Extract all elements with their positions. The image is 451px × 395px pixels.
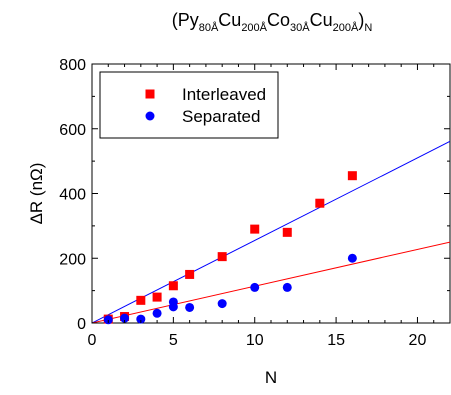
- legend-label-separated: Separated: [182, 107, 260, 126]
- point-interleaved-10: [347, 171, 357, 181]
- title-segment-0: (Py: [172, 10, 199, 30]
- point-separated-9: [282, 282, 292, 292]
- x-tick-label-20: 20: [409, 332, 427, 349]
- legend-label-interleaved: Interleaved: [182, 85, 266, 104]
- point-separated-3: [152, 308, 162, 318]
- point-interleaved-2: [136, 295, 146, 305]
- title-segment-9: N: [364, 22, 372, 34]
- y-tick-label-400: 400: [59, 187, 86, 204]
- fit-line-interleaved: [92, 140, 450, 323]
- y-axis-label: ΔR (nΩ): [27, 163, 46, 225]
- legend: Interleaved Separated: [99, 71, 279, 139]
- title-segment-7: 200Å: [333, 21, 359, 34]
- title-segment-8: ): [358, 10, 364, 30]
- point-interleaved-4: [168, 281, 178, 291]
- title-segment-5: 30Å: [290, 21, 310, 34]
- x-tick-label-5: 5: [169, 332, 178, 349]
- title-segment-4: Co: [267, 10, 290, 30]
- point-interleaved-9: [315, 198, 325, 208]
- chart-title: (Py80ÅCu200ÅCo30ÅCu200Å)N: [172, 10, 373, 34]
- title-segment-2: Cu: [218, 10, 241, 30]
- x-tick-label-15: 15: [327, 332, 345, 349]
- y-axis: 0 200 400 600 800: [59, 57, 450, 333]
- fit-line-separated: [92, 241, 450, 323]
- point-interleaved-7: [250, 224, 260, 234]
- y-tick-label-200: 200: [59, 251, 86, 268]
- fit-lines: [92, 140, 450, 323]
- legend-marker-separated: [145, 111, 155, 121]
- point-separated-5: [168, 297, 178, 307]
- y-tick-label-800: 800: [59, 57, 86, 74]
- point-interleaved-8: [282, 227, 292, 237]
- point-separated-0: [103, 315, 113, 325]
- point-separated-10: [347, 253, 357, 263]
- x-axis-label: N: [265, 368, 277, 387]
- point-separated-8: [250, 282, 260, 292]
- point-separated-2: [136, 314, 146, 324]
- title-segment-1: 80Å: [199, 21, 219, 34]
- data-markers: [103, 171, 357, 325]
- point-interleaved-6: [217, 252, 227, 262]
- x-tick-label-10: 10: [246, 332, 264, 349]
- title-segment-3: 200Å: [241, 21, 267, 34]
- point-interleaved-5: [185, 269, 195, 279]
- legend-box: [99, 71, 279, 139]
- x-tick-label-0: 0: [88, 332, 97, 349]
- y-tick-label-0: 0: [77, 316, 86, 333]
- point-interleaved-3: [152, 292, 162, 302]
- x-axis: 0 5 10 15 20: [88, 64, 435, 349]
- y-tick-label-600: 600: [59, 122, 86, 139]
- point-separated-6: [185, 302, 195, 312]
- legend-marker-interleaved: [145, 89, 155, 99]
- point-separated-1: [120, 313, 130, 323]
- point-separated-7: [217, 299, 227, 309]
- title-segment-6: Cu: [310, 10, 333, 30]
